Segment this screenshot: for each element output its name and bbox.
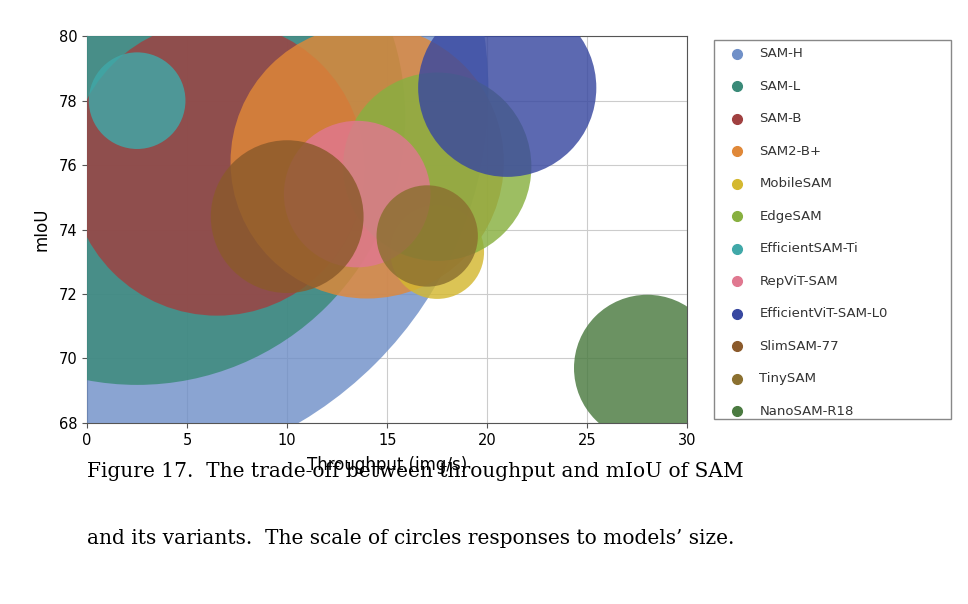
Text: and its variants.  The scale of circles responses to models’ size.: and its variants. The scale of circles r… (87, 528, 735, 547)
Point (419, 231, 435, 241)
Text: SAM-H: SAM-H (760, 47, 803, 60)
Text: SlimSAM-77: SlimSAM-77 (760, 339, 839, 353)
Text: EfficientSAM-Ti: EfficientSAM-Ti (760, 242, 859, 255)
Point (349, 189, 365, 199)
X-axis label: Throughput (img/s): Throughput (img/s) (307, 456, 468, 474)
Text: EfficientViT-SAM-L0: EfficientViT-SAM-L0 (760, 307, 888, 320)
Text: TinySAM: TinySAM (760, 372, 816, 385)
Text: RepViT-SAM: RepViT-SAM (760, 275, 838, 288)
Text: EdgeSAM: EdgeSAM (760, 210, 822, 223)
Text: SAM2-B+: SAM2-B+ (760, 144, 822, 158)
Y-axis label: mIoU: mIoU (32, 208, 50, 251)
Text: SAM-L: SAM-L (760, 80, 801, 92)
Point (96, 86, 111, 96)
Text: Figure 17.  The trade-off between throughput and mIoU of SAM: Figure 17. The trade-off between through… (87, 462, 743, 481)
Point (130, 96, 145, 106)
Point (499, 83, 515, 92)
Text: NanoSAM-R18: NanoSAM-R18 (760, 405, 854, 418)
Point (209, 164, 225, 173)
Text: SAM-B: SAM-B (760, 112, 802, 125)
FancyBboxPatch shape (714, 40, 951, 419)
Point (359, 157, 375, 167)
Point (280, 212, 295, 222)
Text: MobileSAM: MobileSAM (760, 177, 832, 190)
Point (130, 112, 145, 121)
Point (430, 162, 445, 172)
Point (640, 363, 655, 373)
Point (430, 247, 445, 257)
